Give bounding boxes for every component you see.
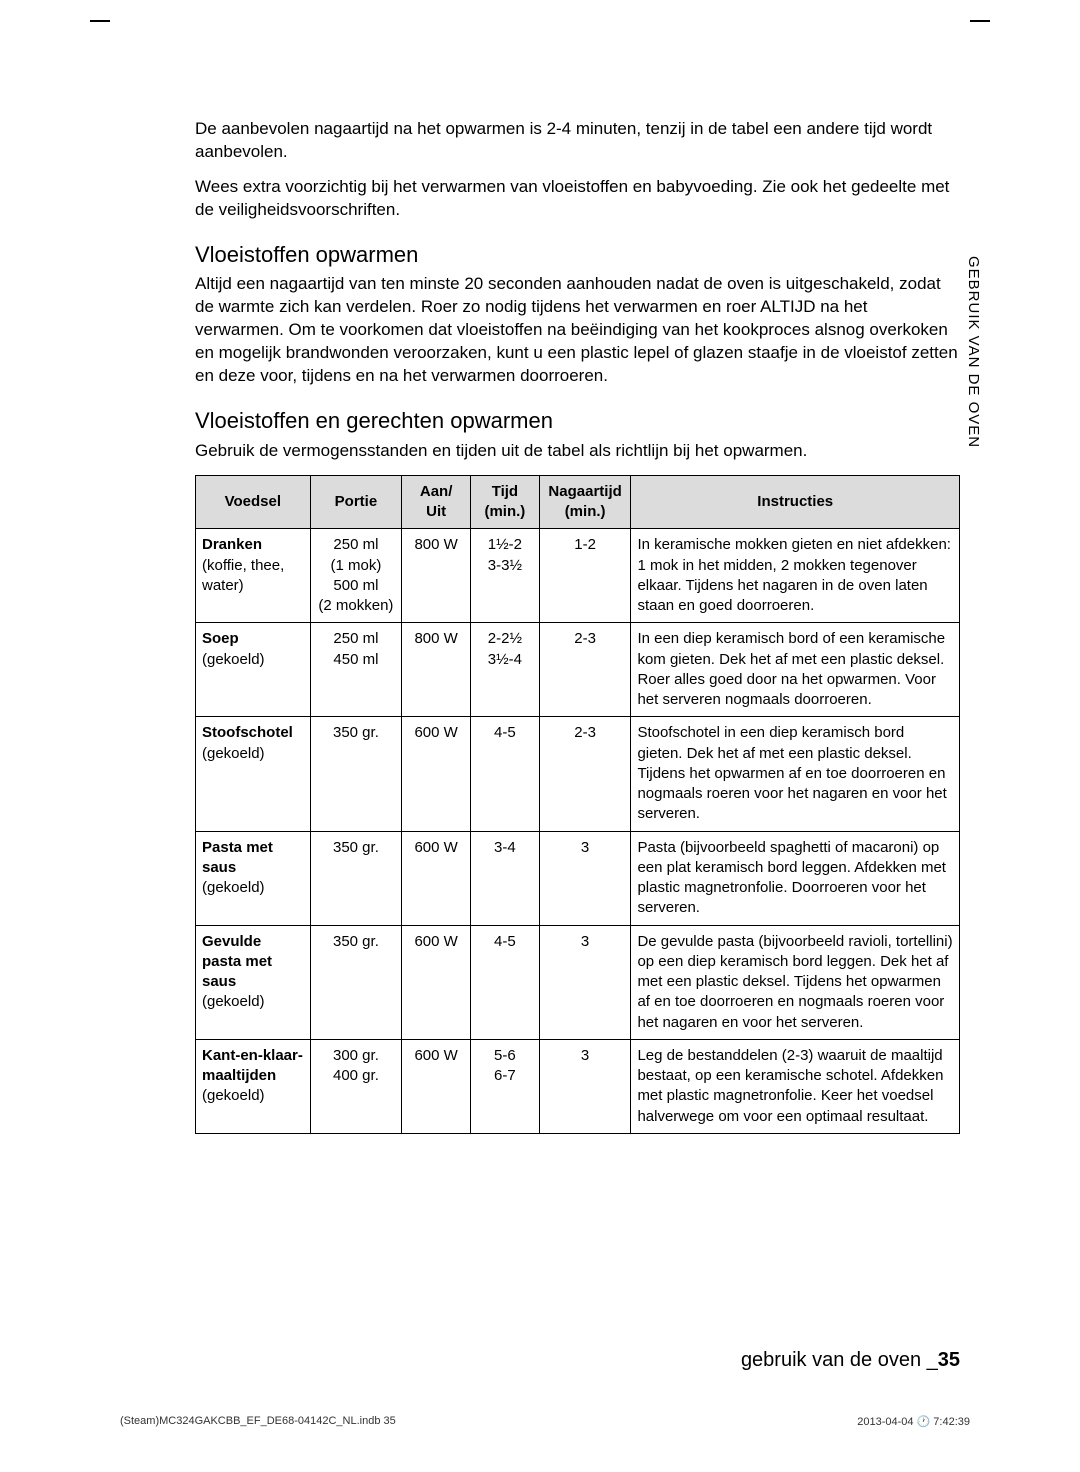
cell-portie: 350 gr. xyxy=(310,717,402,831)
table-column-header: Nagaartijd(min.) xyxy=(539,475,631,529)
table-row: Dranken(koffie, thee, water)250 ml(1 mok… xyxy=(196,529,960,623)
cell-nagaartijd: 3 xyxy=(539,1039,631,1133)
table-row: Gevulde pasta met saus(gekoeld)350 gr.60… xyxy=(196,925,960,1039)
crop-mark xyxy=(970,20,990,22)
section2-intro: Gebruik de vermogensstanden en tijden ui… xyxy=(195,440,960,463)
cell-aan-uit: 800 W xyxy=(402,529,471,623)
table-column-header: Voedsel xyxy=(196,475,311,529)
cell-portie: 300 gr.400 gr. xyxy=(310,1039,402,1133)
section1-title: Vloeistoffen opwarmen xyxy=(195,240,960,270)
print-footer: (Steam)MC324GAKCBB_EF_DE68-04142C_NL.ind… xyxy=(120,1415,970,1428)
page-footer: gebruik van de oven _35 xyxy=(741,1349,960,1372)
cell-instructies: In keramische mokken gieten en niet afde… xyxy=(631,529,960,623)
cell-aan-uit: 600 W xyxy=(402,925,471,1039)
print-footer-right: 2013-04-04 🕐 7:42:39 xyxy=(857,1415,970,1428)
cell-voedsel: Stoofschotel(gekoeld) xyxy=(196,717,311,831)
cell-instructies: Pasta (bijvoorbeeld spaghetti of macaron… xyxy=(631,831,960,925)
cell-nagaartijd: 1-2 xyxy=(539,529,631,623)
cell-tijd: 5-66-7 xyxy=(471,1039,540,1133)
table-column-header: Instructies xyxy=(631,475,960,529)
cell-aan-uit: 800 W xyxy=(402,623,471,717)
table-column-header: Tijd(min.) xyxy=(471,475,540,529)
table-column-header: Aan/Uit xyxy=(402,475,471,529)
cell-aan-uit: 600 W xyxy=(402,1039,471,1133)
cell-nagaartijd: 3 xyxy=(539,831,631,925)
section1-body: Altijd een nagaartijd van ten minste 20 … xyxy=(195,273,960,388)
footer-text: gebruik van de oven _ xyxy=(741,1349,938,1371)
cell-tijd: 2-2½3½-4 xyxy=(471,623,540,717)
cell-voedsel: Kant-en-klaar-maaltijden(gekoeld) xyxy=(196,1039,311,1133)
cell-aan-uit: 600 W xyxy=(402,831,471,925)
cell-voedsel: Gevulde pasta met saus(gekoeld) xyxy=(196,925,311,1039)
table-row: Kant-en-klaar-maaltijden(gekoeld)300 gr.… xyxy=(196,1039,960,1133)
table-row: Pasta met saus(gekoeld)350 gr.600 W3-43P… xyxy=(196,831,960,925)
intro-p2: Wees extra voorzichtig bij het verwarmen… xyxy=(195,176,960,222)
intro-p1: De aanbevolen nagaartijd na het opwarmen… xyxy=(195,118,960,164)
cell-instructies: Stoofschotel in een diep keramisch bord … xyxy=(631,717,960,831)
page-content: De aanbevolen nagaartijd na het opwarmen… xyxy=(195,118,960,1134)
section2-title: Vloeistoffen en gerechten opwarmen xyxy=(195,406,960,436)
cell-instructies: In een diep keramisch bord of een kerami… xyxy=(631,623,960,717)
cell-portie: 350 gr. xyxy=(310,925,402,1039)
cell-instructies: Leg de bestanddelen (2-3) waaruit de maa… xyxy=(631,1039,960,1133)
table-row: Stoofschotel(gekoeld)350 gr.600 W4-52-3S… xyxy=(196,717,960,831)
print-footer-left: (Steam)MC324GAKCBB_EF_DE68-04142C_NL.ind… xyxy=(120,1415,396,1428)
cell-tijd: 3-4 xyxy=(471,831,540,925)
cell-voedsel: Dranken(koffie, thee, water) xyxy=(196,529,311,623)
cell-voedsel: Pasta met saus(gekoeld) xyxy=(196,831,311,925)
table-row: Soep(gekoeld)250 ml450 ml800 W2-2½3½-42-… xyxy=(196,623,960,717)
reheating-table: VoedselPortieAan/UitTijd(min.)Nagaartijd… xyxy=(195,475,960,1134)
cell-aan-uit: 600 W xyxy=(402,717,471,831)
cell-nagaartijd: 2-3 xyxy=(539,623,631,717)
cell-portie: 250 ml(1 mok)500 ml(2 mokken) xyxy=(310,529,402,623)
crop-mark xyxy=(90,20,110,22)
side-tab-label: GEBRUIK VAN DE OVEN xyxy=(965,256,982,448)
cell-voedsel: Soep(gekoeld) xyxy=(196,623,311,717)
cell-portie: 250 ml450 ml xyxy=(310,623,402,717)
cell-portie: 350 gr. xyxy=(310,831,402,925)
cell-instructies: De gevulde pasta (bijvoorbeeld ravioli, … xyxy=(631,925,960,1039)
page-number: 35 xyxy=(938,1349,960,1371)
cell-nagaartijd: 2-3 xyxy=(539,717,631,831)
table-column-header: Portie xyxy=(310,475,402,529)
cell-tijd: 4-5 xyxy=(471,925,540,1039)
cell-tijd: 1½-23-3½ xyxy=(471,529,540,623)
cell-nagaartijd: 3 xyxy=(539,925,631,1039)
cell-tijd: 4-5 xyxy=(471,717,540,831)
table-header-row: VoedselPortieAan/UitTijd(min.)Nagaartijd… xyxy=(196,475,960,529)
